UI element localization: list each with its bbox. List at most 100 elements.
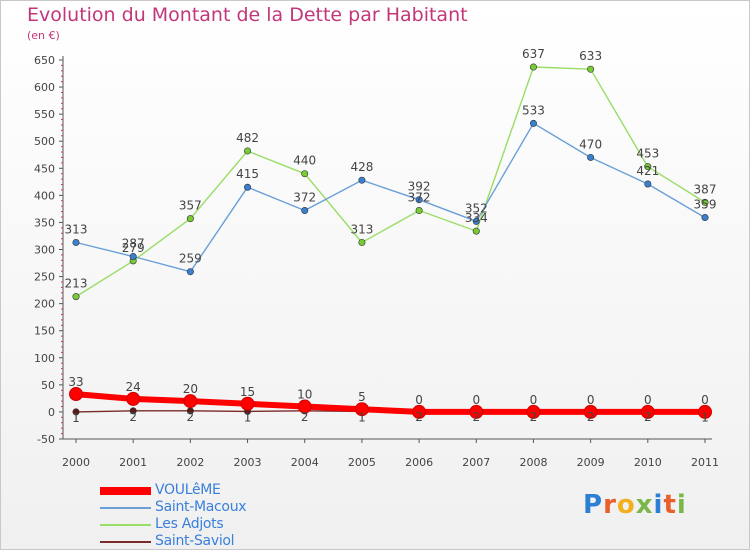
data-label: 0 [530, 393, 538, 407]
legend-swatch [100, 541, 151, 543]
data-label: 372 [293, 191, 316, 205]
data-label: 15 [240, 385, 255, 399]
y-tick-label: 600 [34, 81, 55, 94]
data-label: 0 [701, 393, 709, 407]
y-tick-label: 400 [34, 189, 55, 202]
x-tick-label: 2003 [234, 456, 262, 469]
data-point-1 [587, 153, 595, 161]
y-tick-label: 0 [48, 406, 55, 419]
data-point-voulême [297, 399, 312, 414]
data-label: 287 [122, 237, 145, 251]
data-point-voulême [183, 394, 198, 409]
data-label: 10 [297, 388, 312, 402]
y-tick-label: -50 [37, 433, 55, 446]
x-tick-label: 2007 [462, 456, 490, 469]
data-point-3 [72, 408, 80, 416]
data-label: 357 [179, 199, 202, 213]
data-label: 533 [522, 103, 545, 117]
data-point-2 [529, 63, 537, 71]
data-label: 2 [530, 410, 538, 424]
data-point-1 [701, 214, 709, 222]
data-label: 387 [694, 182, 717, 196]
data-label: 421 [636, 164, 659, 178]
y-tick-label: 500 [34, 135, 55, 148]
data-point-voulême [526, 404, 541, 419]
data-label: 470 [579, 137, 602, 151]
series-line-2 [75, 66, 706, 298]
legend-label: Saint-Macoux [155, 499, 247, 515]
data-point-1 [244, 183, 252, 191]
data-point-1 [186, 268, 194, 276]
x-tick-label: 2009 [577, 456, 605, 469]
y-tick-label: 650 [34, 54, 55, 67]
data-label: 359 [694, 198, 717, 212]
data-label: 279 [122, 241, 145, 255]
data-label: 415 [236, 167, 259, 181]
logo-letter: x [635, 490, 654, 520]
data-point-1 [415, 196, 423, 204]
logo-letter: t [663, 490, 677, 520]
chart-title: Evolution du Montant de la Dette par Hab… [27, 4, 468, 26]
data-label: 0 [472, 393, 480, 407]
data-label: 5 [358, 390, 366, 404]
data-label: 637 [522, 47, 545, 61]
legend-swatch [100, 487, 151, 495]
data-point-voulême [698, 404, 712, 419]
x-tick-label: 2002 [176, 456, 204, 469]
x-tick-label: 2004 [291, 456, 319, 469]
proxiti-logo: Proxiti [583, 490, 687, 520]
data-label: 453 [636, 147, 659, 161]
data-label: 352 [465, 201, 488, 215]
y-tick-label: 350 [34, 216, 55, 229]
x-tick-label: 2008 [519, 456, 547, 469]
data-label: 372 [408, 191, 431, 205]
data-label: 1 [244, 410, 252, 424]
x-tick-label: 2011 [691, 456, 719, 469]
legend-label: VOULêME [155, 482, 221, 498]
data-label: 313 [350, 222, 373, 236]
data-label: 213 [65, 277, 88, 291]
logo-letter: i [653, 490, 664, 520]
data-point-3 [129, 407, 137, 415]
series-line-0 [75, 391, 705, 415]
data-point-voulême [354, 402, 369, 417]
data-point-voulême [583, 404, 598, 419]
data-label: 2 [129, 410, 137, 424]
data-point-2 [72, 293, 80, 301]
y-tick-label: 250 [34, 271, 55, 284]
legend-label: Les Adjots [155, 516, 224, 532]
chart-subtitle: (en €) [27, 29, 60, 42]
data-point-2 [644, 163, 652, 171]
data-label: 2 [644, 410, 652, 424]
data-label: 2 [587, 410, 595, 424]
data-label: 392 [408, 180, 431, 194]
data-point-2 [701, 198, 709, 206]
data-label: 0 [644, 393, 652, 407]
data-point-2 [244, 147, 252, 155]
legend-swatch [100, 507, 151, 509]
data-point-2 [186, 215, 194, 223]
y-tick-label: 50 [41, 379, 55, 392]
data-label: 20 [183, 382, 198, 396]
x-tick-label: 2000 [62, 456, 90, 469]
data-label: 334 [465, 211, 488, 225]
data-point-1 [529, 119, 537, 127]
x-tick-label: 2006 [405, 456, 433, 469]
data-point-1 [644, 180, 652, 188]
data-point-voulême [412, 404, 427, 419]
y-tick-label: 150 [34, 325, 55, 338]
data-label: 0 [587, 393, 595, 407]
y-tick-label: 100 [34, 352, 55, 365]
data-label: 2 [301, 410, 309, 424]
legend-label: Saint-Saviol [155, 533, 235, 549]
data-label: 1 [72, 411, 80, 425]
x-tick-label: 2005 [348, 456, 376, 469]
data-point-voulême [240, 396, 255, 411]
data-point-1 [72, 238, 80, 246]
data-label: 24 [126, 380, 141, 394]
legend-swatch [100, 524, 151, 526]
y-tick-label: 200 [34, 298, 55, 311]
y-tick-label: 300 [34, 244, 55, 257]
x-tick-label: 2010 [634, 456, 662, 469]
